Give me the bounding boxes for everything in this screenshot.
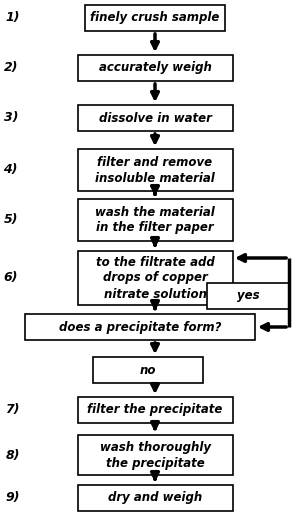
Text: wash thoroughly
the precipitate: wash thoroughly the precipitate [100, 440, 211, 469]
Text: filter and remove
insoluble material: filter and remove insoluble material [95, 156, 215, 185]
FancyBboxPatch shape [77, 55, 232, 81]
Text: 3): 3) [4, 112, 18, 125]
Text: 5): 5) [4, 214, 18, 226]
Text: 7): 7) [5, 403, 20, 417]
FancyBboxPatch shape [207, 283, 289, 309]
Text: filter the precipitate: filter the precipitate [87, 403, 223, 417]
FancyBboxPatch shape [77, 149, 232, 191]
Text: 4): 4) [4, 163, 18, 176]
Text: no: no [140, 363, 156, 376]
Text: does a precipitate form?: does a precipitate form? [59, 321, 221, 333]
FancyBboxPatch shape [77, 485, 232, 511]
Text: dry and weigh: dry and weigh [108, 492, 202, 505]
FancyBboxPatch shape [85, 5, 225, 31]
Text: to the filtrate add
drops of copper
nitrate solution: to the filtrate add drops of copper nitr… [96, 255, 214, 300]
FancyBboxPatch shape [77, 397, 232, 423]
Text: 8): 8) [5, 449, 20, 462]
Text: 1): 1) [5, 11, 20, 24]
Text: 9): 9) [5, 492, 20, 505]
FancyBboxPatch shape [77, 435, 232, 475]
Text: finely crush sample: finely crush sample [90, 11, 220, 24]
FancyBboxPatch shape [25, 314, 255, 340]
Text: wash the material
in the filter paper: wash the material in the filter paper [95, 205, 215, 235]
FancyBboxPatch shape [77, 251, 232, 305]
Text: accurately weigh: accurately weigh [99, 62, 212, 74]
Text: yes: yes [237, 290, 259, 302]
FancyBboxPatch shape [77, 199, 232, 241]
Text: 2): 2) [4, 62, 18, 74]
FancyBboxPatch shape [77, 105, 232, 131]
Text: dissolve in water: dissolve in water [99, 112, 212, 125]
Text: 6): 6) [4, 271, 18, 284]
FancyBboxPatch shape [93, 357, 203, 383]
